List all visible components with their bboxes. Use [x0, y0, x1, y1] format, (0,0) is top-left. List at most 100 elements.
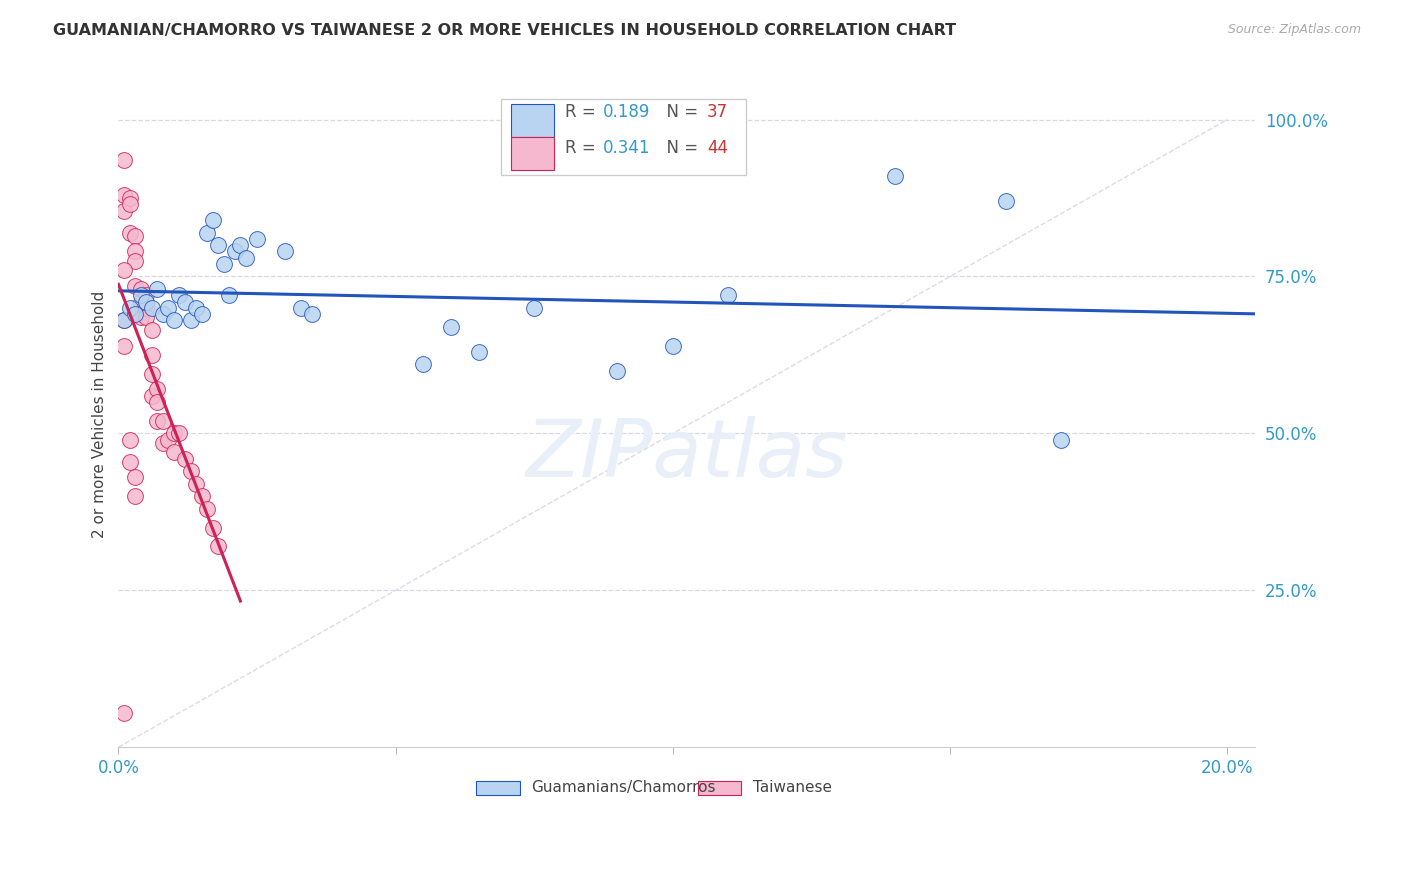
Point [112, 706, 135, 720]
Point [129, 282, 152, 296]
Point [195, 226, 218, 240]
Text: 0.189: 0.189 [603, 103, 650, 120]
Point [118, 433, 141, 447]
Point [174, 451, 197, 466]
Point [301, 307, 323, 321]
Point [212, 257, 235, 271]
Point [112, 187, 135, 202]
Point [118, 455, 141, 469]
Point [163, 445, 186, 459]
Point [207, 540, 229, 554]
Y-axis label: 2 or more Vehicles in Household: 2 or more Vehicles in Household [93, 291, 107, 538]
Point [141, 301, 163, 315]
Point [146, 383, 169, 397]
Point [523, 301, 546, 315]
Point [124, 253, 146, 268]
Text: Taiwanese: Taiwanese [752, 780, 831, 796]
Point [184, 476, 207, 491]
Point [883, 169, 905, 183]
Point [124, 244, 146, 259]
Point [112, 338, 135, 352]
Text: N =: N = [657, 103, 703, 120]
Point [135, 301, 157, 315]
Point [118, 301, 141, 315]
Point [146, 414, 169, 428]
Point [1050, 433, 1073, 447]
Point [141, 389, 163, 403]
Point [124, 489, 146, 503]
Point [129, 294, 152, 309]
Point [152, 435, 174, 450]
Point [229, 238, 252, 252]
Point [152, 307, 174, 321]
Point [246, 232, 269, 246]
Text: GUAMANIAN/CHAMORRO VS TAIWANESE 2 OR MORE VEHICLES IN HOUSEHOLD CORRELATION CHAR: GUAMANIAN/CHAMORRO VS TAIWANESE 2 OR MOR… [53, 23, 956, 38]
Point [129, 288, 152, 302]
Point [124, 279, 146, 293]
Text: ZIPatlas: ZIPatlas [526, 416, 848, 493]
FancyBboxPatch shape [510, 137, 554, 170]
Point [163, 426, 186, 441]
Point [169, 426, 191, 441]
Point [112, 313, 135, 327]
Point [163, 313, 186, 327]
Point [195, 501, 218, 516]
Point [112, 263, 135, 277]
Text: R =: R = [565, 139, 602, 157]
Text: Guamanians/Chamorros: Guamanians/Chamorros [531, 780, 716, 796]
Point [146, 395, 169, 409]
Point [201, 213, 224, 227]
FancyBboxPatch shape [477, 780, 520, 795]
Point [112, 313, 135, 327]
Point [124, 307, 146, 321]
Point [112, 153, 135, 168]
Point [118, 226, 141, 240]
Text: 0.341: 0.341 [603, 139, 650, 157]
Text: 44: 44 [707, 139, 728, 157]
Point [190, 307, 212, 321]
Point [129, 310, 152, 325]
Point [152, 414, 174, 428]
Point [135, 288, 157, 302]
Point [235, 251, 257, 265]
Text: R =: R = [565, 103, 602, 120]
Point [135, 310, 157, 325]
Text: Source: ZipAtlas.com: Source: ZipAtlas.com [1227, 23, 1361, 37]
Point [717, 288, 740, 302]
Point [290, 301, 312, 315]
Point [141, 367, 163, 381]
FancyBboxPatch shape [699, 780, 741, 795]
Text: N =: N = [657, 139, 703, 157]
Point [468, 344, 491, 359]
Point [141, 323, 163, 337]
Point [118, 191, 141, 205]
Point [180, 313, 202, 327]
FancyBboxPatch shape [510, 103, 554, 137]
Point [207, 238, 229, 252]
Point [112, 203, 135, 218]
Point [124, 228, 146, 243]
Point [174, 294, 197, 309]
Point [124, 470, 146, 484]
Point [218, 288, 240, 302]
Point [169, 288, 191, 302]
Point [662, 338, 685, 352]
Point [190, 489, 212, 503]
Point [994, 194, 1017, 209]
Point [146, 282, 169, 296]
Point [157, 301, 180, 315]
Point [224, 244, 246, 259]
Point [184, 301, 207, 315]
Point [201, 520, 224, 534]
Point [135, 294, 157, 309]
Point [180, 464, 202, 478]
Point [157, 433, 180, 447]
Point [606, 364, 628, 378]
Point [274, 244, 297, 259]
Text: 37: 37 [707, 103, 728, 120]
Point [141, 348, 163, 362]
FancyBboxPatch shape [502, 98, 745, 175]
Point [440, 319, 463, 334]
Point [412, 357, 434, 371]
Point [118, 197, 141, 211]
